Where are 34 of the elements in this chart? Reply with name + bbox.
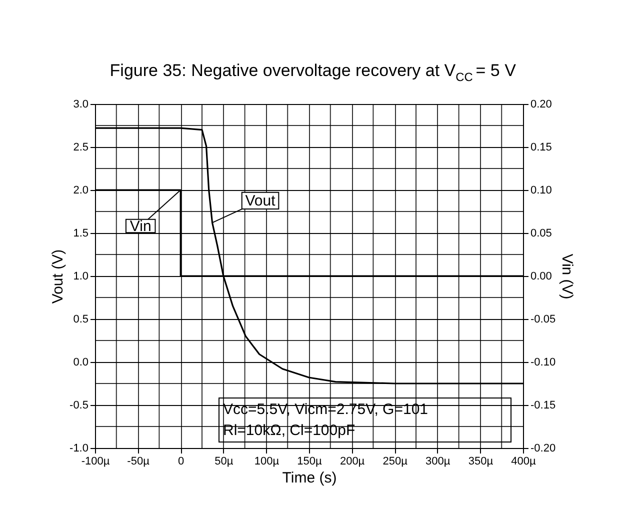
text: Vout [245,192,276,210]
y-tick-label: 1.0 [73,270,88,282]
x-tick-label: 350µ [468,456,494,468]
y-tick-label: -0.5 [70,400,88,412]
y2-tick-label: 0.05 [530,228,552,240]
y2-tick-label: -0.20 [530,442,556,454]
x-tick-label: 50µ [214,456,234,468]
x-tick-label: 250µ [382,456,408,468]
y2-axis-title: Vin (V) [558,254,576,300]
y2-tick-label: -0.05 [530,314,556,326]
y2-tick-label: 0.00 [530,270,552,282]
x-tick-label: -50µ [127,456,150,468]
y-tick-label: 2.0 [73,184,88,196]
x-tick-label: 100µ [254,456,280,468]
y-tick-label: 1.5 [73,228,88,240]
series-label: Vin [130,218,152,235]
y2-tick-label: -0.10 [530,356,556,368]
x-tick-label: -100µ [81,456,110,468]
y2-tick-label: 0.15 [530,142,552,154]
x-tick-label: 150µ [297,456,322,468]
y-tick-label: 0.0 [73,356,88,368]
y2-tick-label: 0.10 [530,184,552,196]
x-axis-title: Time (s) [282,470,337,486]
y-tick-label: 0.5 [73,314,88,326]
y-tick-label: 2.5 [73,142,88,154]
x-tick-label: 400µ [511,456,536,468]
x-tick-label: 200µ [340,456,366,468]
x-tick-label: 0 [178,456,184,468]
y-tick-label: 3.0 [73,98,88,110]
y-axis-title: Vout (V) [50,249,67,304]
x-tick-label: 300µ [426,456,451,468]
y-tick-label: -1.0 [70,442,88,454]
y2-tick-label: -0.15 [530,400,556,412]
y2-tick-label: 0.20 [530,98,552,110]
